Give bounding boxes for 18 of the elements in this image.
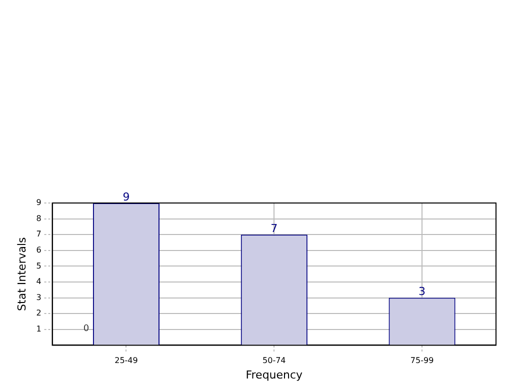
y-tick-label: 4 bbox=[36, 277, 42, 286]
x-tick-label: 75-99 bbox=[410, 356, 434, 366]
data-label: 7 bbox=[270, 222, 278, 235]
y-tick-label: 3 bbox=[36, 292, 42, 302]
y-tick-label: 2 bbox=[36, 308, 42, 318]
data-label: 9 bbox=[122, 190, 130, 204]
y-axis-title: Stat Intervals bbox=[15, 236, 28, 311]
x-tick-label: 50-74 bbox=[262, 356, 286, 366]
y-tick-label: 1 bbox=[36, 324, 42, 334]
x-tick-label: 25-49 bbox=[114, 356, 138, 366]
x-axis-title: Frequency bbox=[246, 368, 304, 382]
y-tick-label: 6 bbox=[36, 245, 42, 254]
data-label: 3 bbox=[418, 285, 426, 298]
y-tick-label: 5 bbox=[36, 261, 42, 270]
y-tick-label: 8 bbox=[36, 214, 42, 223]
y-tick-label: 9 bbox=[36, 198, 42, 208]
annotation: 0 bbox=[83, 324, 90, 334]
y-tick-label: 7 bbox=[36, 230, 42, 239]
